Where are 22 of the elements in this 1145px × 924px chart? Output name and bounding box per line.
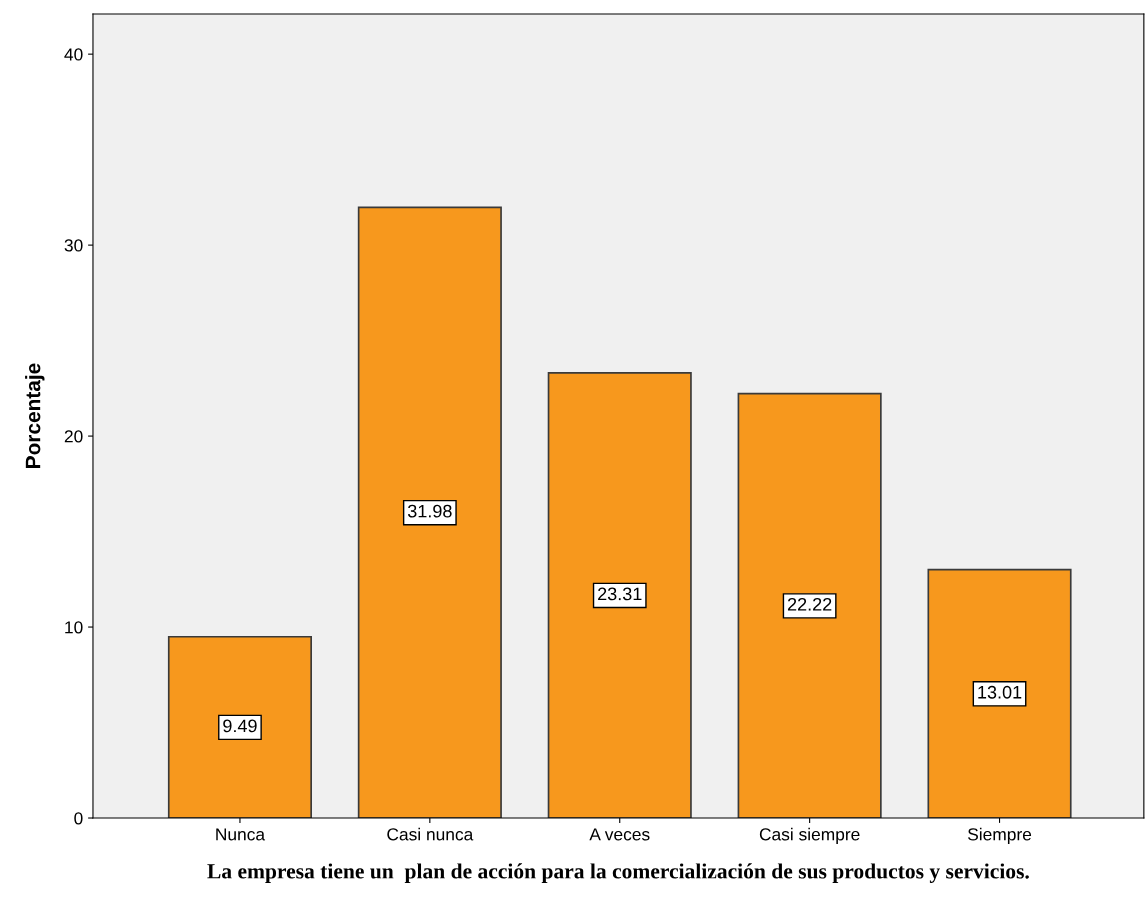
- data-label: 9.49: [223, 719, 257, 733]
- data-label: 31.98: [407, 504, 452, 518]
- x-tick-label: Casi nunca: [387, 827, 474, 841]
- y-tick-label: 0: [74, 812, 83, 825]
- data-label: 13.01: [978, 685, 1022, 699]
- data-label: 22.22: [787, 597, 832, 611]
- bar: [547, 372, 692, 819]
- y-tick-label: 20: [64, 430, 83, 443]
- y-axis-title: Porcentaje: [25, 363, 45, 468]
- bar: [927, 568, 1072, 819]
- x-tick-label: A veces: [589, 828, 650, 841]
- bar: [737, 392, 882, 819]
- x-axis-title: La empresa tiene un plan de acción para la comercialización de sus productos y servicios.: [207, 863, 1029, 883]
- x-tick-label: Nunca: [216, 828, 266, 841]
- x-tick-label: Siempre: [968, 827, 1032, 844]
- x-tick-label: Casi siempre: [759, 827, 860, 844]
- y-tick-label: 10: [65, 621, 83, 634]
- bar: [167, 635, 312, 819]
- data-label: 23.31: [598, 587, 642, 601]
- bar: [357, 206, 502, 819]
- y-tick-label: 40: [64, 48, 83, 61]
- y-tick-label: 30: [64, 239, 83, 252]
